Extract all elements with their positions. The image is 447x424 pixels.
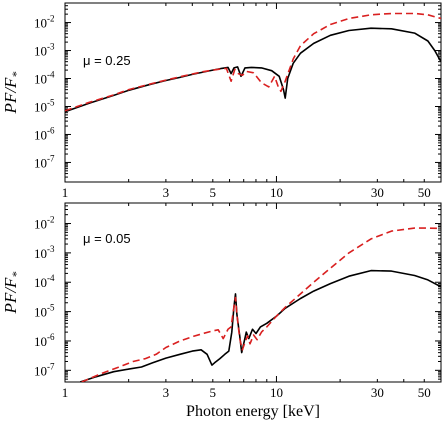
y-tick-label: 10-5 xyxy=(34,97,55,114)
y-tick-label: 10-4 xyxy=(34,273,55,290)
y-tick-label: 10-3 xyxy=(34,244,55,261)
y-tick-label: 10-7 xyxy=(34,361,55,378)
x-tick-label: 5 xyxy=(210,185,217,200)
y-tick-label: 10-2 xyxy=(34,14,55,31)
y-tick-label: 10-3 xyxy=(34,42,55,59)
x-tick-label: 50 xyxy=(418,185,431,200)
x-tick-label: 30 xyxy=(371,185,384,200)
y-tick-label: 10-6 xyxy=(34,332,55,349)
x-tick-label: 50 xyxy=(418,385,431,400)
plot-frame-bottom xyxy=(64,202,442,383)
y-tick-label: 10-4 xyxy=(34,70,55,87)
series-solid-black xyxy=(79,269,441,382)
x-tick-label: 1 xyxy=(62,185,69,200)
bottom-panel: 1 3 5 10 30 50 10-7 10-6 10-5 10-4 10-3 10-2 μ = 0.… xyxy=(1,202,442,400)
x-tick-label: 30 xyxy=(371,385,384,400)
y-tick-label: 10-7 xyxy=(34,153,55,170)
y-tick-label: 10-5 xyxy=(34,303,55,320)
x-tick-label: 3 xyxy=(163,385,170,400)
y-tick-label: 10-2 xyxy=(34,215,55,232)
mu-annotation-top: μ = 0.25 xyxy=(83,53,131,68)
x-tick-label: 1 xyxy=(62,385,69,400)
y-axis-label-top: PF/F* xyxy=(1,72,23,115)
mu-annotation-bottom: μ = 0.05 xyxy=(83,231,131,246)
x-tick-label: 3 xyxy=(163,185,170,200)
x-tick-label: 10 xyxy=(270,185,283,200)
series-dashed-red xyxy=(65,12,441,112)
plot-frame-top xyxy=(64,2,442,183)
series-group-top xyxy=(65,12,441,113)
series-solid-black xyxy=(65,27,441,113)
ticks-bottom: 1 3 5 10 30 50 10-7 10-6 10-5 10-4 10-3 10-2 xyxy=(34,202,442,400)
x-tick-label: 10 xyxy=(270,385,283,400)
x-axis-label: Photon energy [keV] xyxy=(186,403,320,420)
series-group-bottom xyxy=(79,227,441,382)
x-tick-label: 5 xyxy=(210,385,217,400)
y-axis-label-bottom: PF/F* xyxy=(1,272,23,315)
series-dashed-red xyxy=(81,227,441,382)
top-panel: 1 3 5 10 30 50 10-7 10-6 10-5 10-4 10-3 10-2 μ = 0.… xyxy=(1,2,442,200)
y-tick-label: 10-6 xyxy=(34,125,55,142)
